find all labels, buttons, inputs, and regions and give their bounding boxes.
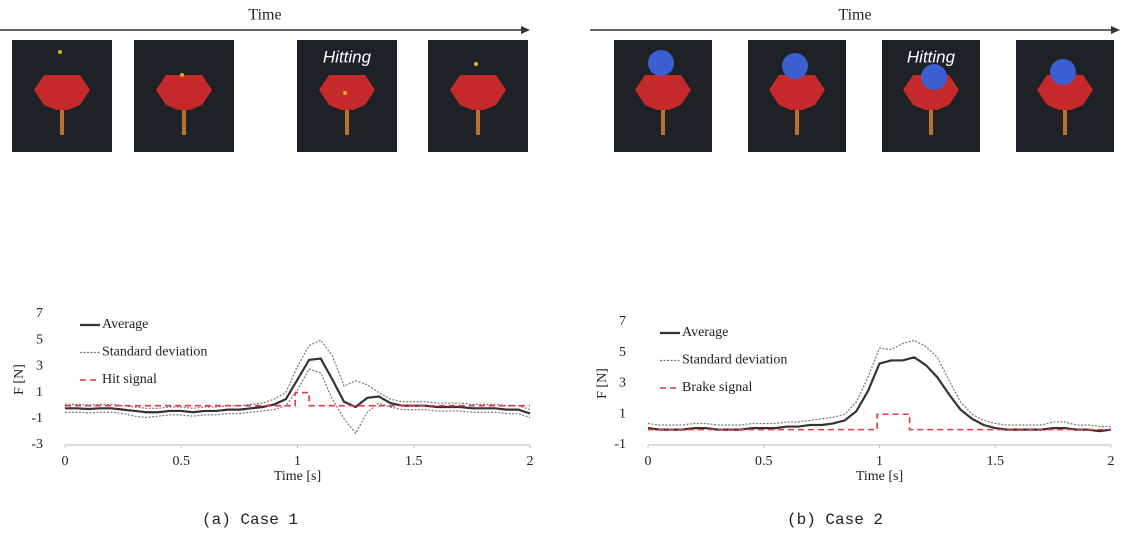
y-tick-label: -1 (31, 411, 43, 426)
ball (921, 64, 947, 90)
x-tick-label: 0 (62, 454, 69, 469)
y-tick-label: 3 (36, 359, 43, 374)
x-tick-label: 2 (1108, 454, 1115, 469)
y-axis-label: F [N] (595, 368, 610, 399)
timeline-label: Time (248, 7, 281, 24)
x-tick-label: 1.5 (987, 454, 1005, 469)
std-line (647, 339, 1111, 428)
y-tick-label: 5 (36, 332, 43, 347)
ball (782, 53, 808, 79)
legend-label: Average (102, 317, 148, 332)
y-tick-label: 1 (619, 406, 626, 421)
x-tick-label: 0 (645, 454, 652, 469)
stem (345, 95, 349, 135)
caption: (b) Case 2 (787, 511, 883, 529)
std-line (65, 339, 531, 411)
caption: (a) Case 1 (202, 511, 298, 529)
y-tick-label: 5 (619, 345, 626, 360)
ball (648, 50, 674, 76)
y-axis-label: F [N] (12, 364, 27, 395)
y-tick-label: 7 (36, 306, 43, 321)
series-line (65, 391, 530, 407)
timeline-label: Time (838, 7, 871, 24)
x-tick-label: 0.5 (755, 454, 773, 469)
ball (343, 91, 347, 95)
stem (661, 95, 665, 135)
arrow-head (1111, 26, 1120, 34)
stem (60, 95, 64, 135)
racket (1037, 75, 1093, 110)
y-tick-label: 1 (36, 385, 43, 400)
stem (476, 95, 480, 135)
series-line (647, 356, 1112, 433)
hit-annotation: Hitting (907, 47, 956, 66)
legend-label: Average (682, 325, 728, 340)
std-line (65, 368, 531, 435)
ball (58, 50, 62, 54)
ball (474, 62, 478, 66)
stem (929, 95, 933, 135)
racket (319, 75, 375, 110)
y-tick-label: -3 (31, 437, 43, 452)
racket (156, 75, 212, 110)
x-tick-label: 1 (876, 454, 883, 469)
legend-label: Hit signal (102, 372, 157, 387)
series-line (648, 413, 1111, 431)
arrow-head (521, 26, 530, 34)
series-line (65, 357, 531, 415)
stem (795, 95, 799, 135)
x-axis-label: Time [s] (856, 469, 903, 484)
legend-label: Brake signal (682, 380, 752, 395)
racket (34, 75, 90, 110)
y-tick-label: -1 (614, 437, 626, 452)
racket (769, 75, 825, 110)
racket (450, 75, 506, 110)
x-tick-label: 2 (527, 454, 534, 469)
legend-label: Standard deviation (682, 353, 787, 368)
y-tick-label: 7 (619, 314, 626, 329)
x-tick-label: 1.5 (405, 454, 423, 469)
ball (180, 73, 184, 77)
hit-annotation: Hitting (323, 47, 372, 66)
y-tick-label: 3 (619, 376, 626, 391)
ball (1050, 59, 1076, 85)
stem (1063, 95, 1067, 135)
x-axis-label: Time [s] (274, 469, 321, 484)
racket (635, 75, 691, 110)
x-tick-label: 0.5 (173, 454, 191, 469)
legend-label: Standard deviation (102, 345, 207, 360)
x-tick-label: 1 (294, 454, 301, 469)
stem (182, 95, 186, 135)
